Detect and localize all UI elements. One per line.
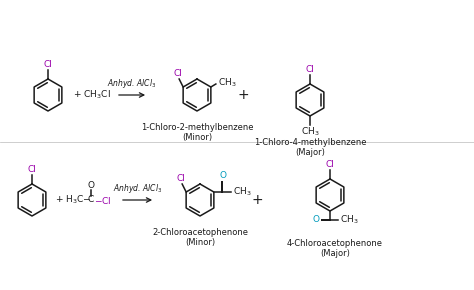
Text: CH$_3$: CH$_3$ bbox=[340, 214, 359, 226]
Text: Cl: Cl bbox=[177, 174, 186, 183]
Text: $-$Cl: $-$Cl bbox=[94, 195, 111, 206]
Text: Anhyd. AlCl$_3$: Anhyd. AlCl$_3$ bbox=[113, 182, 162, 195]
Text: (Major): (Major) bbox=[295, 148, 325, 157]
Text: (Major): (Major) bbox=[320, 249, 350, 258]
Text: 1-Chloro-4-methylbenzene: 1-Chloro-4-methylbenzene bbox=[254, 138, 366, 147]
Text: O: O bbox=[313, 215, 320, 224]
Text: CH$_3$: CH$_3$ bbox=[218, 77, 237, 89]
Text: CH$_3$: CH$_3$ bbox=[233, 186, 252, 198]
Text: Cl: Cl bbox=[326, 160, 335, 169]
Text: Cl: Cl bbox=[306, 65, 314, 74]
Text: Cl: Cl bbox=[27, 165, 36, 174]
Text: Cl: Cl bbox=[44, 60, 53, 69]
Text: CH$_3$: CH$_3$ bbox=[301, 126, 319, 139]
Text: $+$: $+$ bbox=[251, 193, 263, 207]
Text: Cl: Cl bbox=[173, 69, 182, 78]
Text: 2-Chloroacetophenone: 2-Chloroacetophenone bbox=[152, 228, 248, 237]
Text: C: C bbox=[88, 195, 94, 204]
Text: $+$ CH$_3$Cl: $+$ CH$_3$Cl bbox=[73, 89, 111, 101]
Text: O: O bbox=[88, 180, 94, 189]
Text: $+$: $+$ bbox=[237, 88, 249, 102]
Text: Anhyd. AlCl$_3$: Anhyd. AlCl$_3$ bbox=[107, 77, 157, 90]
Text: $+$ H$_3$C$-$: $+$ H$_3$C$-$ bbox=[55, 194, 91, 206]
Text: 1-Chloro-2-methylbenzene: 1-Chloro-2-methylbenzene bbox=[141, 123, 253, 132]
Text: (Minor): (Minor) bbox=[182, 133, 212, 142]
Text: 4-Chloroacetophenone: 4-Chloroacetophenone bbox=[287, 239, 383, 248]
Text: O: O bbox=[219, 171, 227, 180]
Text: (Minor): (Minor) bbox=[185, 238, 215, 247]
